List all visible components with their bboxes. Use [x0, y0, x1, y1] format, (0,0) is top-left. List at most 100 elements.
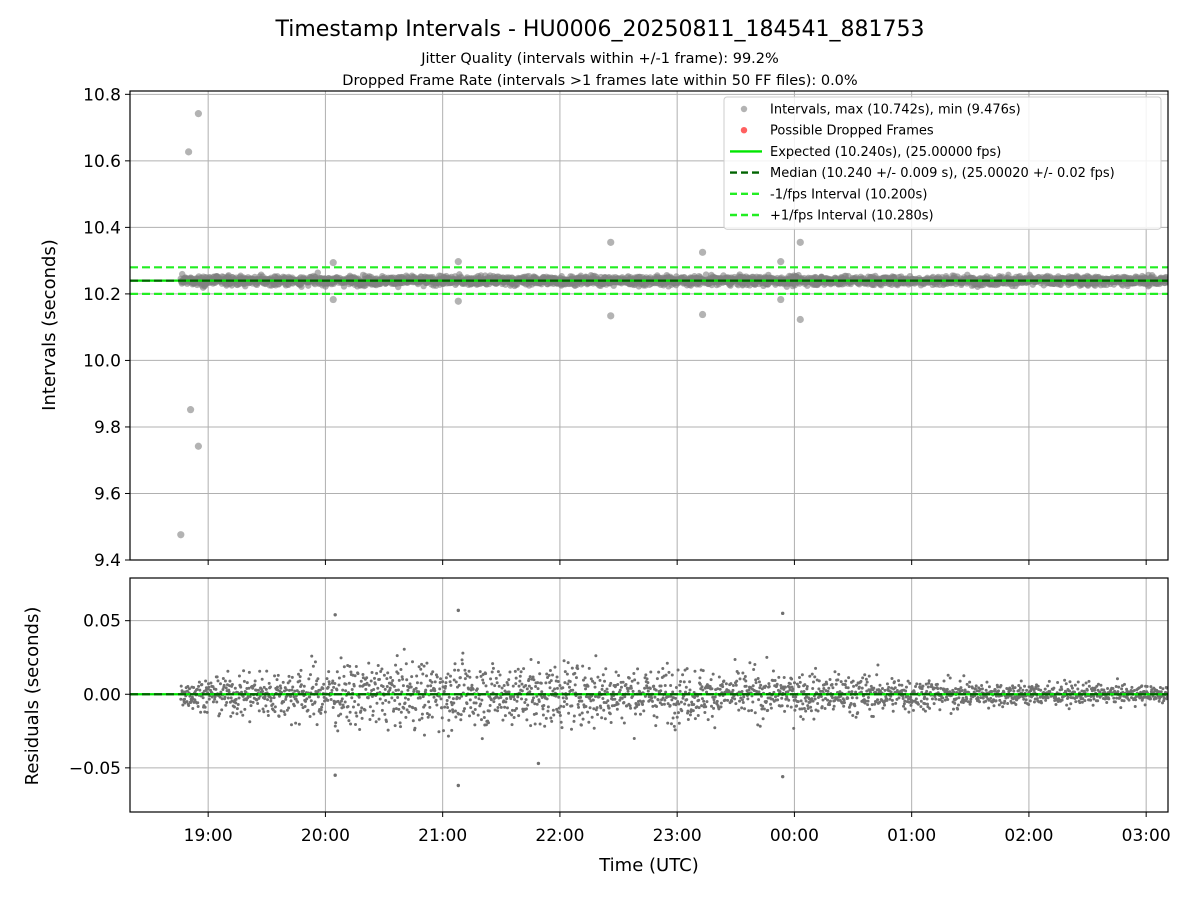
residual-point	[630, 679, 634, 683]
residual-point	[786, 690, 790, 694]
residual-point	[474, 701, 478, 705]
residual-point	[568, 680, 572, 684]
residual-point	[790, 677, 794, 681]
residual-point	[751, 684, 755, 688]
outlier-point	[698, 310, 707, 319]
residual-point	[263, 695, 267, 699]
residual-point	[946, 698, 950, 701]
residual-point	[438, 680, 442, 684]
residual-point	[597, 695, 601, 699]
residual-point	[721, 685, 725, 689]
residual-point	[579, 723, 583, 727]
residual-point	[323, 710, 327, 714]
residual-point	[403, 696, 407, 700]
residual-point	[718, 687, 722, 691]
residual-point	[326, 698, 330, 702]
residual-point	[399, 668, 403, 672]
residual-point	[181, 703, 185, 707]
residual-point	[817, 687, 821, 691]
residual-point	[558, 711, 562, 715]
residual-point	[346, 704, 350, 708]
residual-point	[185, 700, 189, 704]
residual-point	[337, 676, 341, 680]
residual-point	[220, 708, 224, 712]
residual-point	[199, 710, 203, 714]
residual-point	[493, 684, 497, 688]
residual-point	[726, 698, 730, 702]
residual-point	[712, 706, 716, 710]
residual-point	[769, 706, 773, 710]
residual-point	[482, 710, 486, 714]
residual-point	[746, 697, 750, 701]
jitter-quality-subtitle: Jitter Quality (intervals within +/-1 fr…	[420, 51, 779, 67]
residual-point	[678, 683, 682, 687]
residual-point	[215, 675, 219, 679]
residual-point	[719, 705, 723, 709]
residual-point	[409, 685, 413, 689]
residual-point	[187, 687, 191, 691]
residual-point	[440, 706, 444, 710]
residual-point	[859, 679, 863, 683]
residual-point	[342, 705, 346, 709]
residual-point	[903, 707, 907, 711]
residual-point	[344, 682, 348, 686]
residual-point	[616, 682, 620, 686]
residual-point	[878, 700, 882, 704]
residual-point	[536, 681, 540, 685]
residual-point	[590, 715, 594, 719]
residual-point	[693, 669, 697, 673]
residual-point	[837, 672, 841, 676]
residual-point	[830, 682, 834, 686]
residual-point	[415, 681, 419, 685]
residual-point	[299, 668, 303, 672]
residual-point	[542, 704, 546, 708]
residual-point	[327, 682, 331, 686]
residual-point	[593, 681, 597, 685]
residual-point	[838, 690, 842, 694]
residual-point	[342, 674, 346, 678]
residual-point	[1019, 679, 1023, 683]
residual-point	[700, 685, 704, 689]
residual-point	[713, 726, 717, 730]
residual-point	[358, 684, 362, 688]
residual-point	[685, 667, 689, 671]
residual-point	[514, 676, 518, 680]
residual-point	[839, 694, 843, 698]
residual-point	[316, 677, 320, 681]
residual-point	[546, 709, 550, 713]
residual-point	[706, 718, 710, 722]
residual-point	[976, 696, 980, 700]
residual-point	[625, 704, 629, 708]
residual-point	[519, 670, 523, 674]
residual-point	[864, 699, 868, 703]
residual-point	[883, 688, 887, 692]
residual-point	[653, 695, 657, 699]
residual-point	[843, 683, 847, 687]
residual-point	[291, 685, 295, 689]
residual-point	[261, 690, 265, 694]
residual-point	[457, 683, 461, 687]
residual-point	[429, 672, 433, 676]
residual-point	[525, 687, 529, 691]
residual-point	[453, 668, 457, 672]
residual-point	[740, 690, 744, 693]
residual-point	[954, 697, 958, 701]
outlier-point	[329, 295, 337, 304]
residual-point	[222, 683, 226, 687]
residual-point	[892, 680, 896, 684]
residual-point	[924, 682, 928, 686]
legend-label: -1/fps Interval (10.200s)	[770, 187, 927, 202]
residual-point	[752, 668, 756, 672]
residual-point	[548, 668, 552, 672]
residual-point	[868, 707, 872, 711]
residual-point	[338, 702, 342, 706]
residual-point	[880, 687, 884, 691]
residual-point	[183, 697, 187, 701]
residual-point	[467, 714, 471, 718]
residual-point	[460, 658, 464, 662]
residual-point	[965, 697, 969, 701]
residual-point	[220, 697, 224, 701]
residual-point	[575, 664, 579, 668]
residual-point	[489, 677, 493, 681]
residual-point	[544, 716, 548, 720]
